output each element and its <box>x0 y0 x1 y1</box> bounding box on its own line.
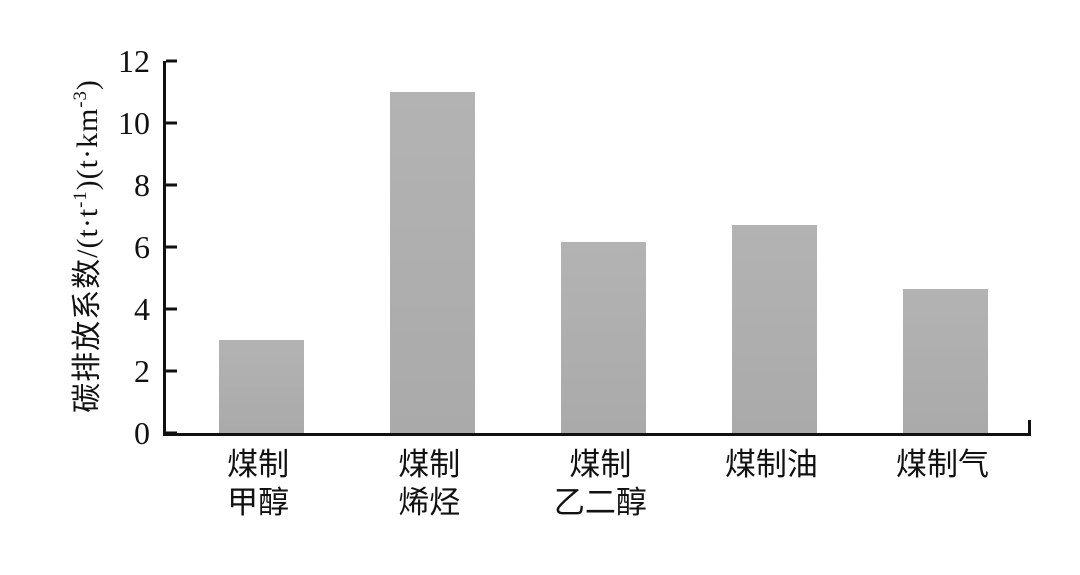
x-category-label: 煤制油 <box>725 446 818 484</box>
x-category-label-line: 煤制油 <box>724 447 818 482</box>
y-tick-mark <box>166 245 177 249</box>
y-axis-title-sup-1: -1 <box>70 190 91 208</box>
y-tick-label: 10 <box>118 105 150 141</box>
x-category-label-line: 煤制 <box>398 447 461 482</box>
y-tick-mark <box>166 307 177 311</box>
x-category-label-line: 煤制 <box>227 447 290 482</box>
y-axis-title-text: )(t·km <box>71 107 104 191</box>
bar-煤制烯烃 <box>389 92 475 433</box>
y-axis-title-text: 碳排放系数/(t·t <box>71 207 104 413</box>
y-tick-label: 12 <box>118 43 150 79</box>
plot-area: 0 2 4 6 8 10 12 <box>118 45 1031 449</box>
x-category-label-line: 烯烃 <box>398 485 461 520</box>
x-category-label-line: 煤制 <box>569 447 632 482</box>
bar-煤制乙二醇 <box>560 242 646 433</box>
x-axis-labels: 煤制 甲醇 煤制 烯烃 煤制 乙二醇 煤制油 煤制气 <box>163 446 1028 546</box>
x-category-label: 煤制 乙二醇 <box>554 446 647 522</box>
x-category-label-line: 甲醇 <box>227 485 290 520</box>
x-category-label-line: 煤制气 <box>896 447 990 482</box>
y-tick-mark <box>166 59 177 63</box>
y-tick-label: 8 <box>134 167 150 203</box>
bar-煤制气 <box>903 288 988 433</box>
y-tick-mark <box>166 183 177 187</box>
y-tick-label: 4 <box>134 291 150 327</box>
bar-煤制甲醇 <box>218 340 304 433</box>
y-tick-label: 2 <box>134 353 150 389</box>
y-tick-label: 6 <box>134 229 150 265</box>
x-category-label-line: 乙二醇 <box>553 485 647 520</box>
y-tick-label: 0 <box>134 415 150 451</box>
x-category-label: 煤制气 <box>896 446 989 484</box>
y-tick-mark <box>166 121 177 125</box>
y-tick-mark <box>166 431 177 435</box>
y-axis-title: 碳排放系数/(t·t-1)(t·km-3) <box>62 79 106 413</box>
x-axis-end-tick <box>1028 420 1031 433</box>
y-axis-title-text: ) <box>71 79 104 91</box>
bar-煤制油 <box>732 225 817 433</box>
y-tick-mark <box>166 369 177 373</box>
x-category-label: 煤制 烯烃 <box>398 446 460 522</box>
y-axis-title-sup-2: -3 <box>70 90 91 108</box>
x-category-label: 煤制 甲醇 <box>227 446 289 522</box>
